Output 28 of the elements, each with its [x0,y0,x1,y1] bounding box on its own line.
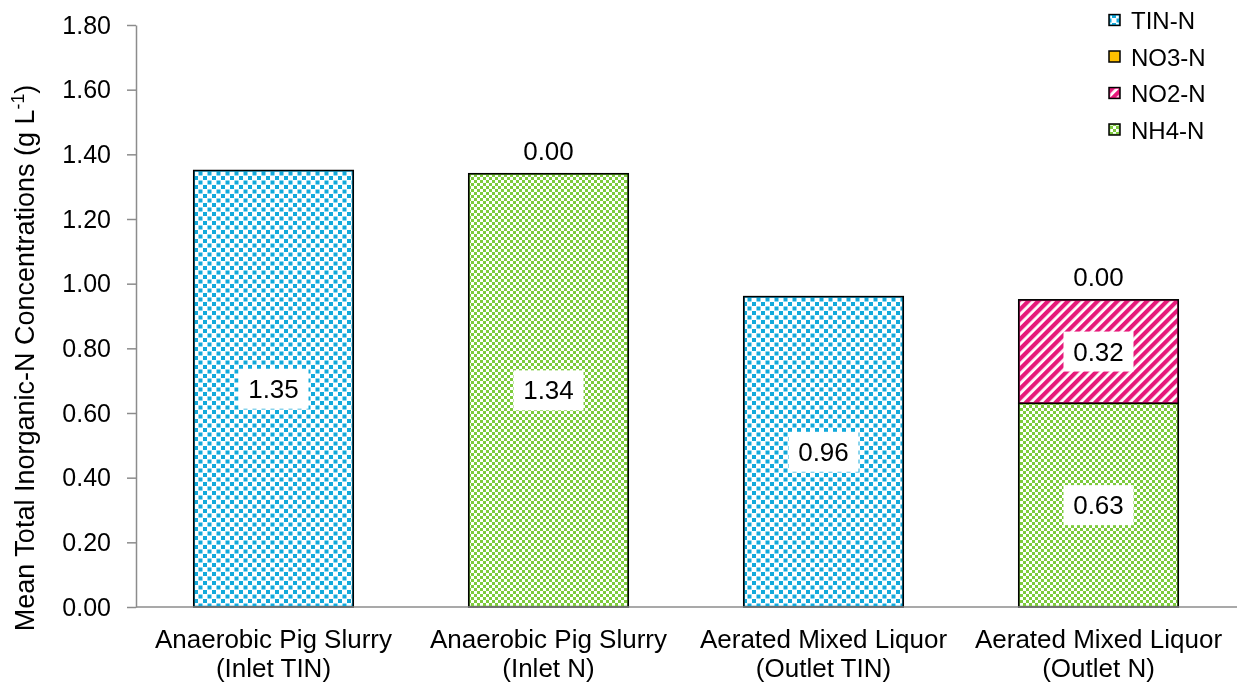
y-tick-label: 1.20 [62,204,111,233]
x-tick-label: Aerated Mixed Liquor (Outlet N) [974,624,1223,683]
y-tick-label: 1.80 [62,10,111,39]
y-tick-label: 0.40 [62,463,111,492]
bar [467,172,630,608]
data-label: 1.35 [248,373,299,404]
bar [742,295,905,608]
legend-label: NO2-N [1131,80,1206,107]
legend-label: NO3-N [1131,43,1206,71]
x-tick-label: Aerated Mixed Liquor (Outlet TIN) [699,624,948,683]
x-tick-label: Anaerobic Pig Slurry (Inlet N) [430,624,667,683]
y-tick-label: 1.00 [62,269,111,298]
y-tick-label: 0.20 [62,527,111,556]
data-label: 0.63 [1073,490,1124,521]
legend-label: TIN-N [1131,7,1195,34]
bar [192,169,355,608]
data-label: 0.00 [523,135,574,166]
y-tick-label: 0.60 [62,398,111,427]
y-tick-label: 0.00 [62,592,111,621]
y-tick-label: 1.40 [62,139,111,168]
y-tick-label: 1.60 [62,75,111,104]
data-label: 0.96 [798,436,849,467]
x-tick-label: Anaerobic Pig Slurry (Inlet TIN) [155,624,392,683]
y-tick-label: 0.80 [62,333,111,362]
data-label: 0.00 [1073,261,1124,292]
data-label: 0.32 [1073,336,1124,367]
legend-label: NH4-N [1131,116,1205,144]
data-label: 1.34 [523,375,574,406]
